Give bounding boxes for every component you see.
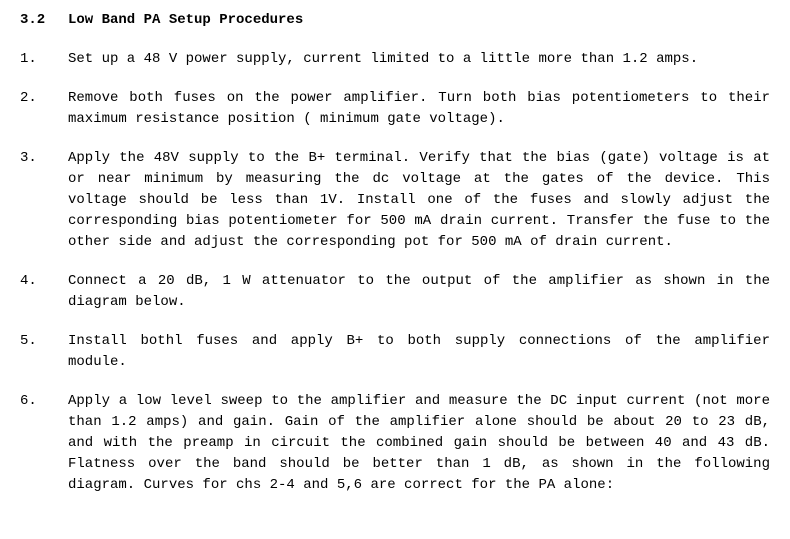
list-text: Remove both fuses on the power amplifier…	[68, 88, 770, 130]
list-item: 3. Apply the 48V supply to the B+ termin…	[20, 148, 770, 253]
list-text: Connect a 20 dB, 1 W attenuator to the o…	[68, 271, 770, 313]
list-number: 6.	[20, 391, 68, 496]
list-item: 1. Set up a 48 V power supply, current l…	[20, 49, 770, 70]
list-number: 4.	[20, 271, 68, 313]
list-text: Install bothl fuses and apply B+ to both…	[68, 331, 770, 373]
list-text: Apply the 48V supply to the B+ terminal.…	[68, 148, 770, 253]
list-text: Apply a low level sweep to the amplifier…	[68, 391, 770, 496]
list-item: 5. Install bothl fuses and apply B+ to b…	[20, 331, 770, 373]
list-number: 3.	[20, 148, 68, 253]
section-title: Low Band PA Setup Procedures	[68, 10, 303, 31]
list-number: 5.	[20, 331, 68, 373]
section-number: 3.2	[20, 10, 68, 31]
list-item: 6. Apply a low level sweep to the amplif…	[20, 391, 770, 496]
list-text: Set up a 48 V power supply, current limi…	[68, 49, 770, 70]
list-item: 2. Remove both fuses on the power amplif…	[20, 88, 770, 130]
list-number: 2.	[20, 88, 68, 130]
section-header: 3.2 Low Band PA Setup Procedures	[20, 10, 770, 31]
list-number: 1.	[20, 49, 68, 70]
list-item: 4. Connect a 20 dB, 1 W attenuator to th…	[20, 271, 770, 313]
